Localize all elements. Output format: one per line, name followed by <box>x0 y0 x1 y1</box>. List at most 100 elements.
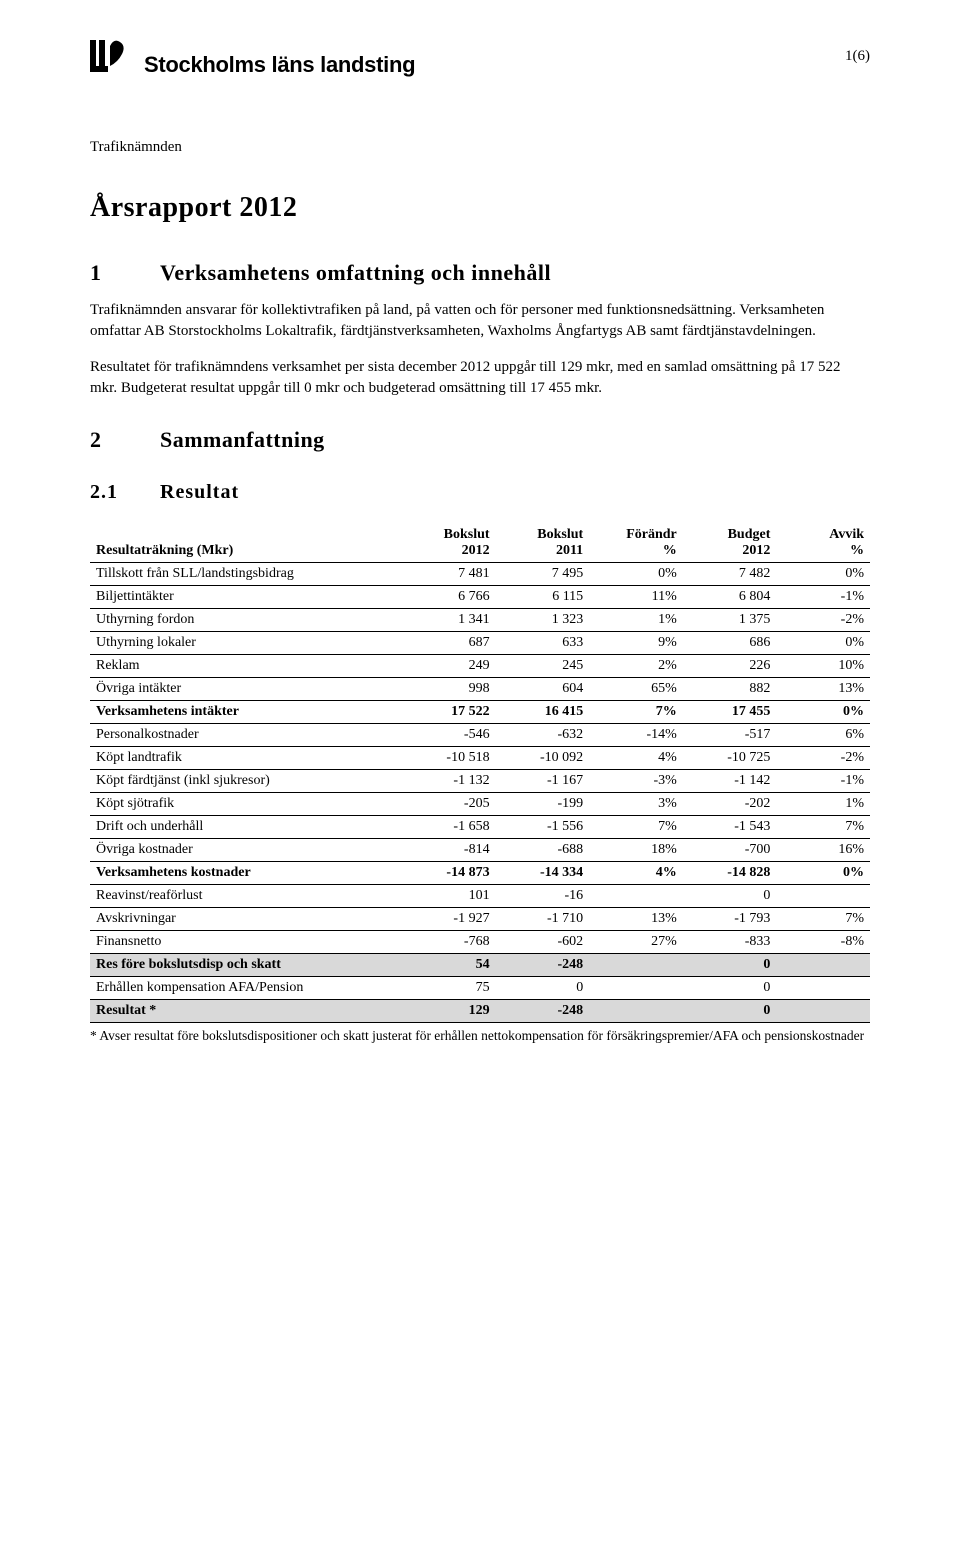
c1b: 2012 <box>408 543 490 559</box>
row-label: Reavinst/reaförlust <box>90 884 402 907</box>
row-value: 101 <box>402 884 496 907</box>
row-value: 0 <box>683 999 777 1022</box>
c2b: 2011 <box>502 543 584 559</box>
row-value: 54 <box>402 953 496 976</box>
org-name: Stockholms läns landsting <box>144 52 415 78</box>
page-number: 1(6) <box>845 40 870 65</box>
row-value: -248 <box>496 999 590 1022</box>
row-value: 226 <box>683 654 777 677</box>
page-title: Årsrapport 2012 <box>90 192 870 224</box>
table-row: Uthyrning fordon1 3411 3231%1 375-2% <box>90 608 870 631</box>
col-bokslut-2011: Bokslut2011 <box>496 524 590 563</box>
row-value: 0% <box>776 700 870 723</box>
row-value: 245 <box>496 654 590 677</box>
col-avvik: Avvik% <box>776 524 870 563</box>
row-value: -14 873 <box>402 861 496 884</box>
row-label: Köpt sjötrafik <box>90 792 402 815</box>
row-value: 6 115 <box>496 585 590 608</box>
row-value: 882 <box>683 677 777 700</box>
row-value <box>589 953 683 976</box>
table-row: Köpt färdtjänst (inkl sjukresor)-1 132-1… <box>90 769 870 792</box>
row-value: -3% <box>589 769 683 792</box>
section-1-para-1: Trafiknämnden ansvarar för kollektivtraf… <box>90 300 870 341</box>
row-value: -8% <box>776 930 870 953</box>
table-row: Tillskott från SLL/landstingsbidrag7 481… <box>90 562 870 585</box>
row-value: 0% <box>776 631 870 654</box>
c4a: Budget <box>689 527 771 543</box>
row-value: 11% <box>589 585 683 608</box>
col-bokslut-2012: Bokslut2012 <box>402 524 496 563</box>
c5a: Avvik <box>782 527 864 543</box>
row-value: 17 455 <box>683 700 777 723</box>
row-value: 686 <box>683 631 777 654</box>
row-value: 633 <box>496 631 590 654</box>
row-label: Övriga kostnader <box>90 838 402 861</box>
row-value: -16 <box>496 884 590 907</box>
section-21-heading: 2.1Resultat <box>90 481 870 504</box>
section-2-text: Sammanfattning <box>160 427 325 452</box>
col-label-text: Resultaträkning (Mkr) <box>96 543 233 558</box>
row-value: 16 415 <box>496 700 590 723</box>
row-label: Övriga intäkter <box>90 677 402 700</box>
row-value: 7% <box>776 815 870 838</box>
row-label: Verksamhetens kostnader <box>90 861 402 884</box>
row-value <box>589 976 683 999</box>
row-value: -1% <box>776 769 870 792</box>
table-row: Finansnetto-768-60227%-833-8% <box>90 930 870 953</box>
row-value: 27% <box>589 930 683 953</box>
row-value: 1 341 <box>402 608 496 631</box>
row-label: Köpt landtrafik <box>90 746 402 769</box>
table-head: Resultaträkning (Mkr) Bokslut2012 Bokslu… <box>90 524 870 563</box>
table-row: Resultat *129-2480 <box>90 999 870 1022</box>
row-value <box>776 884 870 907</box>
row-label: Drift och underhåll <box>90 815 402 838</box>
row-label: Personalkostnader <box>90 723 402 746</box>
row-value: -1 793 <box>683 907 777 930</box>
row-value: 4% <box>589 746 683 769</box>
row-value: -1 710 <box>496 907 590 930</box>
logo-block: Stockholms läns landsting <box>90 40 415 89</box>
row-value: -14 334 <box>496 861 590 884</box>
section-21-text: Resultat <box>160 481 239 503</box>
row-value: -2% <box>776 608 870 631</box>
row-value <box>589 999 683 1022</box>
row-value: -814 <box>402 838 496 861</box>
row-value: -10 518 <box>402 746 496 769</box>
row-value: -1 556 <box>496 815 590 838</box>
section-2-number: 2 <box>90 427 160 453</box>
row-value: 16% <box>776 838 870 861</box>
row-value: 0 <box>683 976 777 999</box>
c3b: % <box>595 543 677 559</box>
row-label: Reklam <box>90 654 402 677</box>
table-row: Uthyrning lokaler6876339%6860% <box>90 631 870 654</box>
col-forandr: Förändr% <box>589 524 683 563</box>
row-value: -602 <box>496 930 590 953</box>
table-row: Erhållen kompensation AFA/Pension7500 <box>90 976 870 999</box>
row-value: -1 167 <box>496 769 590 792</box>
row-value: 1% <box>776 792 870 815</box>
table-row: Reklam2492452%22610% <box>90 654 870 677</box>
table-footnote: * Avser resultat före bokslutsdispositio… <box>90 1027 870 1045</box>
col-label: Resultaträkning (Mkr) <box>90 524 402 563</box>
row-value <box>776 999 870 1022</box>
row-value: -517 <box>683 723 777 746</box>
row-value: 0% <box>776 562 870 585</box>
table-row: Köpt landtrafik-10 518-10 0924%-10 725-2… <box>90 746 870 769</box>
row-value: 18% <box>589 838 683 861</box>
section-1-number: 1 <box>90 260 160 286</box>
row-value: 10% <box>776 654 870 677</box>
table-row: Res före bokslutsdisp och skatt54-2480 <box>90 953 870 976</box>
row-value: 0 <box>683 884 777 907</box>
row-value: -833 <box>683 930 777 953</box>
row-label: Uthyrning lokaler <box>90 631 402 654</box>
row-value: -700 <box>683 838 777 861</box>
row-value: 7% <box>776 907 870 930</box>
row-value: 17 522 <box>402 700 496 723</box>
section-1-para-2: Resultatet för trafiknämndens verksamhet… <box>90 357 870 398</box>
table-row: Verksamhetens intäkter17 52216 4157%17 4… <box>90 700 870 723</box>
c3a: Förändr <box>595 527 677 543</box>
row-label: Erhållen kompensation AFA/Pension <box>90 976 402 999</box>
row-value: -546 <box>402 723 496 746</box>
row-value: -199 <box>496 792 590 815</box>
row-value: 6% <box>776 723 870 746</box>
